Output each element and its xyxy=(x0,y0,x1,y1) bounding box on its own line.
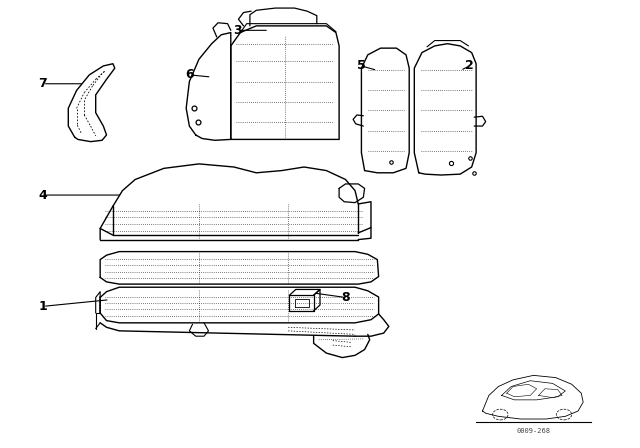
Text: 7: 7 xyxy=(38,77,47,90)
Text: 6: 6 xyxy=(185,69,194,82)
Text: 2: 2 xyxy=(465,60,474,73)
Text: 5: 5 xyxy=(357,60,366,73)
Text: 4: 4 xyxy=(38,189,47,202)
Text: 0009-268: 0009-268 xyxy=(516,428,550,434)
Text: 3: 3 xyxy=(233,24,241,37)
Text: 1: 1 xyxy=(38,300,47,313)
Text: 8: 8 xyxy=(341,291,350,304)
